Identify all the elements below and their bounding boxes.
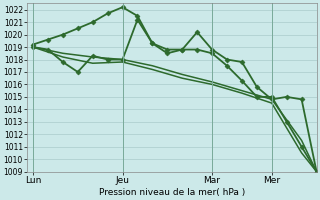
X-axis label: Pression niveau de la mer( hPa ): Pression niveau de la mer( hPa ): [99, 188, 245, 197]
